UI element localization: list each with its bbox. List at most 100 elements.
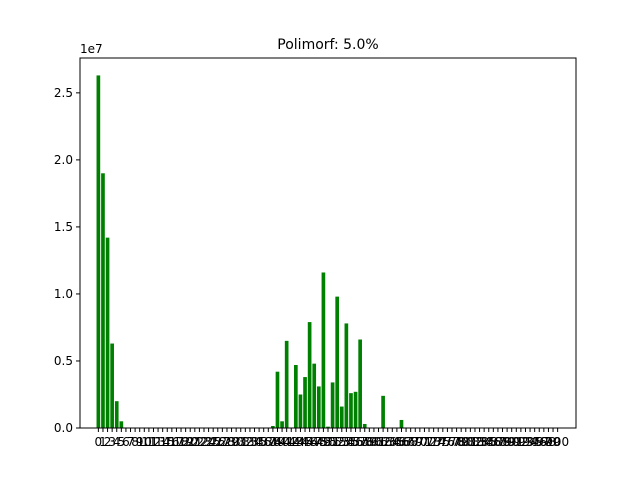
- x-tick-label: 70: [412, 435, 427, 449]
- x-tick-label: 22: [192, 435, 207, 449]
- x-tick-label: 25: [206, 435, 221, 449]
- x-tick-label: 35: [251, 435, 266, 449]
- x-tick-label: 26: [210, 435, 225, 449]
- bar-55: [349, 393, 353, 428]
- x-tick-label: 50: [320, 435, 335, 449]
- x-tick-label: 58: [357, 435, 372, 449]
- bar-49: [321, 272, 326, 428]
- x-tick-label: 65: [389, 435, 404, 449]
- x-tick-label: 3: [108, 435, 116, 449]
- bars-group: [96, 75, 404, 429]
- x-tick-label: 77: [444, 435, 459, 449]
- y-tick-label: 2.5: [54, 86, 73, 100]
- x-tick-label: 39: [270, 435, 285, 449]
- x-tick-label: 7: [127, 435, 135, 449]
- x-tick-label: 89: [499, 435, 514, 449]
- bar-45: [303, 377, 307, 428]
- x-tick-label: 69: [408, 435, 423, 449]
- x-tick-label: 53: [334, 435, 349, 449]
- x-tick-label: 73: [426, 435, 441, 449]
- x-tick-label: 92: [513, 435, 528, 449]
- x-axis: 0123456789101112131415161718192021222324…: [95, 428, 569, 449]
- bar-3: [110, 343, 114, 428]
- x-tick-label: 38: [265, 435, 280, 449]
- x-tick-label: 12: [146, 435, 161, 449]
- bar-40: [280, 421, 284, 428]
- x-tick-label: 20: [183, 435, 198, 449]
- bar-52: [335, 296, 340, 428]
- x-tick-label: 17: [169, 435, 184, 449]
- bar-48: [316, 386, 321, 428]
- x-tick-label: 30: [229, 435, 244, 449]
- y-axis: 0.0 0.5 1.0 1.5 2.0 2.5: [54, 86, 80, 435]
- x-tick-label: 46: [302, 435, 317, 449]
- x-tick-label: 51: [325, 435, 340, 449]
- x-tick-label: 0: [95, 435, 103, 449]
- x-tick-label: 93: [518, 435, 533, 449]
- x-tick-label: 27: [215, 435, 230, 449]
- x-tick-label: 66: [394, 435, 409, 449]
- bar-57: [358, 339, 362, 428]
- bar-56: [353, 391, 358, 428]
- bar-54: [344, 323, 349, 428]
- x-tick-label: 32: [238, 435, 253, 449]
- bar-44: [298, 394, 303, 428]
- bar-66: [399, 419, 404, 428]
- bar-47: [312, 363, 317, 428]
- x-tick-label: 4: [113, 435, 121, 449]
- x-tick-label: 43: [288, 435, 303, 449]
- x-tick-label: 59: [362, 435, 377, 449]
- x-tick-label: 45: [297, 435, 312, 449]
- x-tick-label: 47: [307, 435, 322, 449]
- bar-53: [339, 406, 344, 428]
- x-tick-label: 78: [449, 435, 464, 449]
- x-tick-label: 23: [196, 435, 211, 449]
- x-tick-label: 97: [536, 435, 551, 449]
- x-tick-label: 62: [375, 435, 390, 449]
- x-tick-label: 61: [371, 435, 386, 449]
- x-tick-label: 34: [247, 435, 262, 449]
- x-tick-label: 15: [160, 435, 175, 449]
- bar-41: [284, 340, 289, 428]
- x-tick-label: 67: [398, 435, 413, 449]
- y-tick-label: 0.0: [54, 421, 73, 435]
- x-tick-label: 84: [477, 435, 492, 449]
- x-tick-label: 79: [454, 435, 469, 449]
- bar-1: [101, 173, 105, 428]
- x-tick-label: 86: [486, 435, 501, 449]
- bar-50: [326, 426, 330, 428]
- bar-58: [362, 423, 367, 428]
- x-tick-label: 11: [141, 435, 156, 449]
- x-tick-label: 37: [261, 435, 276, 449]
- x-tick-label: 85: [481, 435, 496, 449]
- x-tick-label: 13: [150, 435, 165, 449]
- x-tick-label: 94: [522, 435, 537, 449]
- x-tick-label: 28: [219, 435, 234, 449]
- x-tick-label: 64: [385, 435, 400, 449]
- x-tick-label: 41: [279, 435, 294, 449]
- y-tick-label: 1.0: [54, 287, 73, 301]
- plot-frame: [79, 57, 577, 429]
- x-tick-label: 55: [343, 435, 358, 449]
- x-tick-label: 40: [274, 435, 289, 449]
- x-tick-label: 87: [490, 435, 505, 449]
- x-tick-label: 2: [104, 435, 112, 449]
- chart-title: Polimorf: 5.0%: [277, 37, 378, 53]
- x-tick-label: 19: [178, 435, 193, 449]
- x-tick-label: 68: [403, 435, 418, 449]
- x-tick-label: 72: [421, 435, 436, 449]
- x-tick-label: 74: [431, 435, 446, 449]
- x-tick-label: 36: [256, 435, 271, 449]
- x-tick-label: 98: [541, 435, 556, 449]
- x-tick-label: 31: [233, 435, 248, 449]
- bar-38: [271, 425, 275, 428]
- bar-39: [275, 371, 280, 428]
- x-tick-label: 75: [435, 435, 450, 449]
- x-tick-label: 14: [155, 435, 170, 449]
- x-tick-label: 42: [284, 435, 299, 449]
- bar-51: [330, 382, 335, 428]
- x-tick-label: 57: [353, 435, 368, 449]
- x-tick-label: 71: [417, 435, 432, 449]
- y-tick-label: 2.0: [54, 153, 73, 167]
